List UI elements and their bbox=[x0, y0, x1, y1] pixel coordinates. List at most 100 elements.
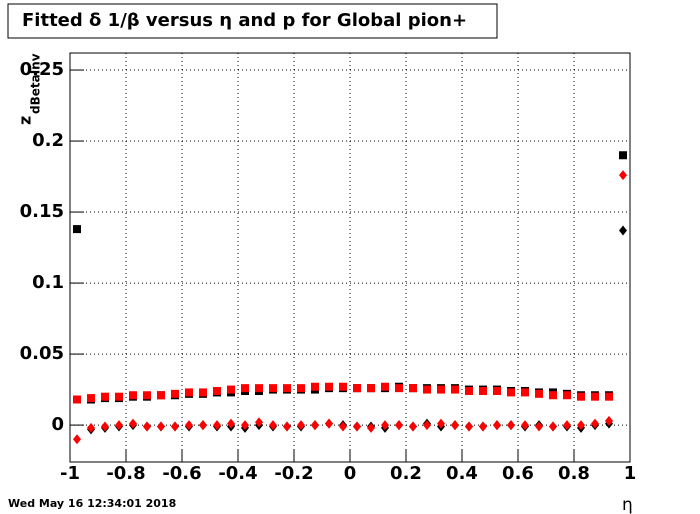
x-tick-label: -0.4 bbox=[218, 463, 257, 484]
x-tick-label: 0.2 bbox=[390, 463, 422, 484]
diamond-marker bbox=[437, 418, 445, 429]
diamond-marker bbox=[549, 421, 557, 432]
y-tick-label: 0.25 bbox=[20, 59, 64, 80]
square-marker bbox=[381, 382, 389, 391]
diamond-marker bbox=[87, 422, 95, 433]
diamond-marker bbox=[619, 170, 627, 181]
x-tick-label: -0.2 bbox=[274, 463, 313, 484]
square-marker bbox=[297, 384, 305, 393]
diamond-marker bbox=[423, 420, 431, 431]
chart-title: Fitted δ 1/β versus η and p for Global p… bbox=[22, 10, 467, 31]
diamond-marker bbox=[591, 418, 599, 429]
square-marker bbox=[409, 384, 417, 393]
diamond-marker bbox=[521, 420, 529, 431]
diamond-marker bbox=[101, 421, 109, 432]
x-tick-label: 0.6 bbox=[502, 463, 534, 484]
square-marker bbox=[395, 384, 403, 393]
diamond-marker bbox=[199, 420, 207, 431]
diamond-marker bbox=[171, 421, 179, 432]
square-marker bbox=[101, 392, 109, 401]
square-marker bbox=[507, 388, 515, 397]
diamond-marker bbox=[451, 420, 459, 431]
title-box bbox=[7, 3, 498, 39]
square-marker bbox=[171, 389, 179, 398]
square-marker bbox=[549, 391, 557, 400]
square-marker bbox=[353, 384, 361, 393]
footer-date: Wed May 16 12:34:01 2018 bbox=[8, 497, 176, 510]
y-tick-label: 0.05 bbox=[20, 343, 64, 364]
diamond-marker bbox=[157, 421, 165, 432]
square-marker bbox=[563, 391, 571, 400]
diamond-marker bbox=[213, 420, 221, 431]
square-marker bbox=[227, 385, 235, 394]
square-marker bbox=[157, 391, 165, 400]
diamond-marker bbox=[507, 420, 515, 431]
diamond-marker bbox=[129, 418, 137, 429]
diamond-marker bbox=[395, 420, 403, 431]
square-marker bbox=[577, 392, 585, 401]
x-tick-label: -0.6 bbox=[162, 463, 201, 484]
diamond-marker bbox=[227, 418, 235, 429]
y-label-main: z bbox=[16, 116, 35, 125]
square-marker bbox=[269, 384, 277, 393]
y-label-sub: dBetaInv bbox=[29, 53, 43, 114]
x-tick-label: -0.8 bbox=[106, 463, 145, 484]
square-marker bbox=[199, 388, 207, 397]
square-marker bbox=[325, 382, 333, 391]
diamond-marker bbox=[115, 420, 123, 431]
x-tick-label: -1 bbox=[60, 463, 80, 484]
square-marker bbox=[451, 385, 459, 394]
x-tick-label: 0.4 bbox=[446, 463, 478, 484]
square-marker bbox=[423, 385, 431, 394]
square-marker bbox=[143, 391, 151, 400]
square-marker bbox=[339, 382, 347, 391]
square-marker bbox=[129, 391, 137, 400]
square-marker bbox=[479, 386, 487, 395]
square-marker bbox=[521, 388, 529, 397]
diamond-marker bbox=[353, 421, 361, 432]
y-tick-label: 0.2 bbox=[32, 130, 64, 151]
square-marker bbox=[311, 382, 319, 391]
x-tick-label: 1 bbox=[624, 463, 637, 484]
square-marker bbox=[591, 392, 599, 401]
diamond-marker bbox=[325, 418, 333, 429]
diamond-marker bbox=[241, 420, 249, 431]
x-axis-label: η bbox=[622, 495, 633, 514]
square-marker bbox=[535, 389, 543, 398]
diamond-marker bbox=[563, 420, 571, 431]
square-marker bbox=[73, 225, 81, 234]
square-marker bbox=[437, 385, 445, 394]
square-marker bbox=[73, 395, 81, 404]
diamond-marker bbox=[311, 420, 319, 431]
diamond-marker bbox=[367, 422, 375, 433]
square-marker bbox=[255, 384, 263, 393]
diamond-marker bbox=[479, 421, 487, 432]
diamond-marker bbox=[297, 420, 305, 431]
square-marker bbox=[241, 384, 249, 393]
diamond-marker bbox=[255, 417, 263, 428]
y-tick-label: 0 bbox=[51, 414, 64, 435]
diamond-marker bbox=[465, 421, 473, 432]
y-axis-label: z dBetaInv bbox=[16, 53, 43, 125]
diamond-marker bbox=[605, 415, 613, 426]
diamond-marker bbox=[619, 225, 627, 236]
square-marker bbox=[619, 151, 627, 160]
diamond-marker bbox=[283, 421, 291, 432]
x-tick-label: 0 bbox=[344, 463, 357, 484]
square-marker bbox=[213, 386, 221, 395]
y-tick-label: 0.15 bbox=[20, 201, 64, 222]
diamond-marker bbox=[269, 420, 277, 431]
diamond-marker bbox=[339, 421, 347, 432]
square-marker bbox=[115, 392, 123, 401]
square-marker bbox=[87, 394, 95, 403]
diamond-marker bbox=[381, 420, 389, 431]
diamond-marker bbox=[535, 421, 543, 432]
square-marker bbox=[185, 388, 193, 397]
diamond-marker bbox=[143, 421, 151, 432]
x-tick-label: 0.8 bbox=[558, 463, 590, 484]
diamond-marker bbox=[73, 434, 81, 445]
square-marker bbox=[465, 386, 473, 395]
square-marker bbox=[493, 386, 501, 395]
square-marker bbox=[367, 384, 375, 393]
